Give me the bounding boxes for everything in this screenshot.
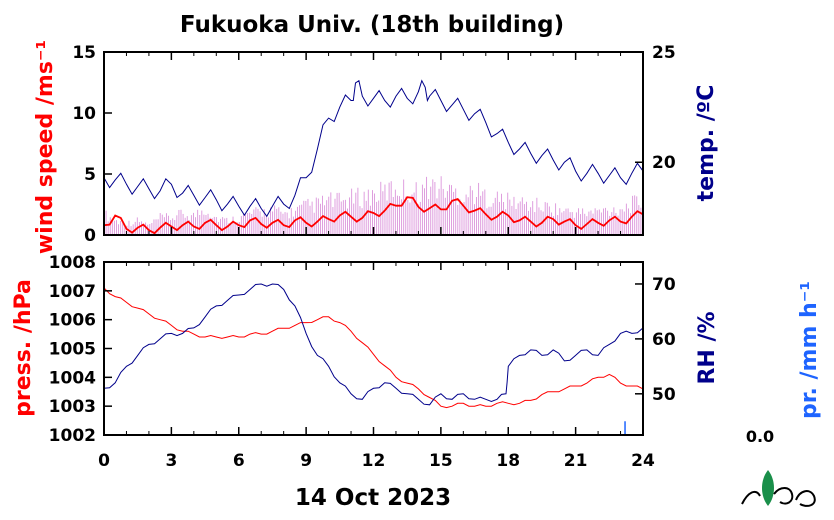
left-series-line bbox=[103, 287, 644, 409]
left-tick-label: 1008 bbox=[49, 253, 96, 273]
left-tick-label: 1003 bbox=[49, 397, 96, 417]
x-tick-label: 3 bbox=[165, 451, 177, 471]
chart-title: Fukuoka Univ. (18th building) bbox=[180, 12, 564, 38]
right-tick-label: 25 bbox=[652, 43, 676, 63]
right-series-line bbox=[103, 283, 644, 406]
bottom-series-lines bbox=[103, 283, 644, 435]
x-tick-label: 6 bbox=[233, 451, 245, 471]
bottom-ticks: 0 3 6 9 12 15 18 21 24 1002 1003 1004 1005 1006 1007 10… bbox=[49, 253, 676, 471]
logo-leaf-icon bbox=[762, 470, 774, 506]
left-tick-label: 1002 bbox=[49, 426, 96, 446]
rh-axis-label: RH /% bbox=[695, 311, 720, 384]
left-tick-label: 1005 bbox=[49, 340, 96, 360]
wind-gust-series bbox=[103, 176, 644, 235]
right-tick-label: 50 bbox=[652, 385, 676, 405]
left-tick-label: 1007 bbox=[49, 282, 96, 302]
right-tick-label: 60 bbox=[652, 330, 676, 350]
precip-value: 0.0 bbox=[746, 427, 774, 446]
left-tick-label: 1004 bbox=[49, 368, 96, 388]
x-axis-label: 14 Oct 2023 bbox=[295, 485, 451, 511]
wind-speed-axis-label: wind speed /ms⁻¹ bbox=[33, 40, 58, 254]
bottom-panel: 0 3 6 9 12 15 18 21 24 1002 1003 1004 1005 1006 1007 10… bbox=[11, 253, 822, 471]
x-tick-label: 0 bbox=[98, 451, 110, 471]
left-tick-label: 15 bbox=[72, 43, 96, 63]
left-tick-label: 1006 bbox=[49, 311, 96, 331]
right-tick-label: 70 bbox=[652, 275, 676, 295]
left-series-line bbox=[103, 196, 644, 235]
left-tick-label: 0 bbox=[84, 226, 96, 246]
left-tick-label: 5 bbox=[84, 165, 96, 185]
temperature-axis-label: temp. /ºC bbox=[694, 85, 719, 202]
x-tick-label: 21 bbox=[564, 451, 588, 471]
x-tick-label: 15 bbox=[429, 451, 453, 471]
top-plot-area bbox=[104, 52, 643, 235]
x-tick-label: 24 bbox=[631, 451, 655, 471]
logo-script-icon bbox=[741, 487, 816, 507]
x-tick-label: 9 bbox=[300, 451, 312, 471]
precip-axis-label: pr. /mm h⁻¹ bbox=[797, 281, 822, 419]
x-tick-label: 12 bbox=[362, 451, 386, 471]
pressure-axis-label: press. /hPa bbox=[11, 279, 36, 417]
right-tick-label: 20 bbox=[652, 153, 676, 173]
right-series-line bbox=[103, 79, 644, 218]
left-tick-label: 10 bbox=[72, 104, 96, 124]
bottom-plot-area bbox=[104, 262, 643, 435]
top-ticks: 0 5 10 15 20 25 bbox=[72, 43, 676, 246]
top-series-lines bbox=[103, 79, 644, 235]
x-tick-label: 18 bbox=[496, 451, 520, 471]
top-panel: 0 5 10 15 20 25 wind speed /ms⁻¹ temp. /ºC bbox=[33, 40, 719, 254]
university-logo bbox=[741, 470, 816, 507]
